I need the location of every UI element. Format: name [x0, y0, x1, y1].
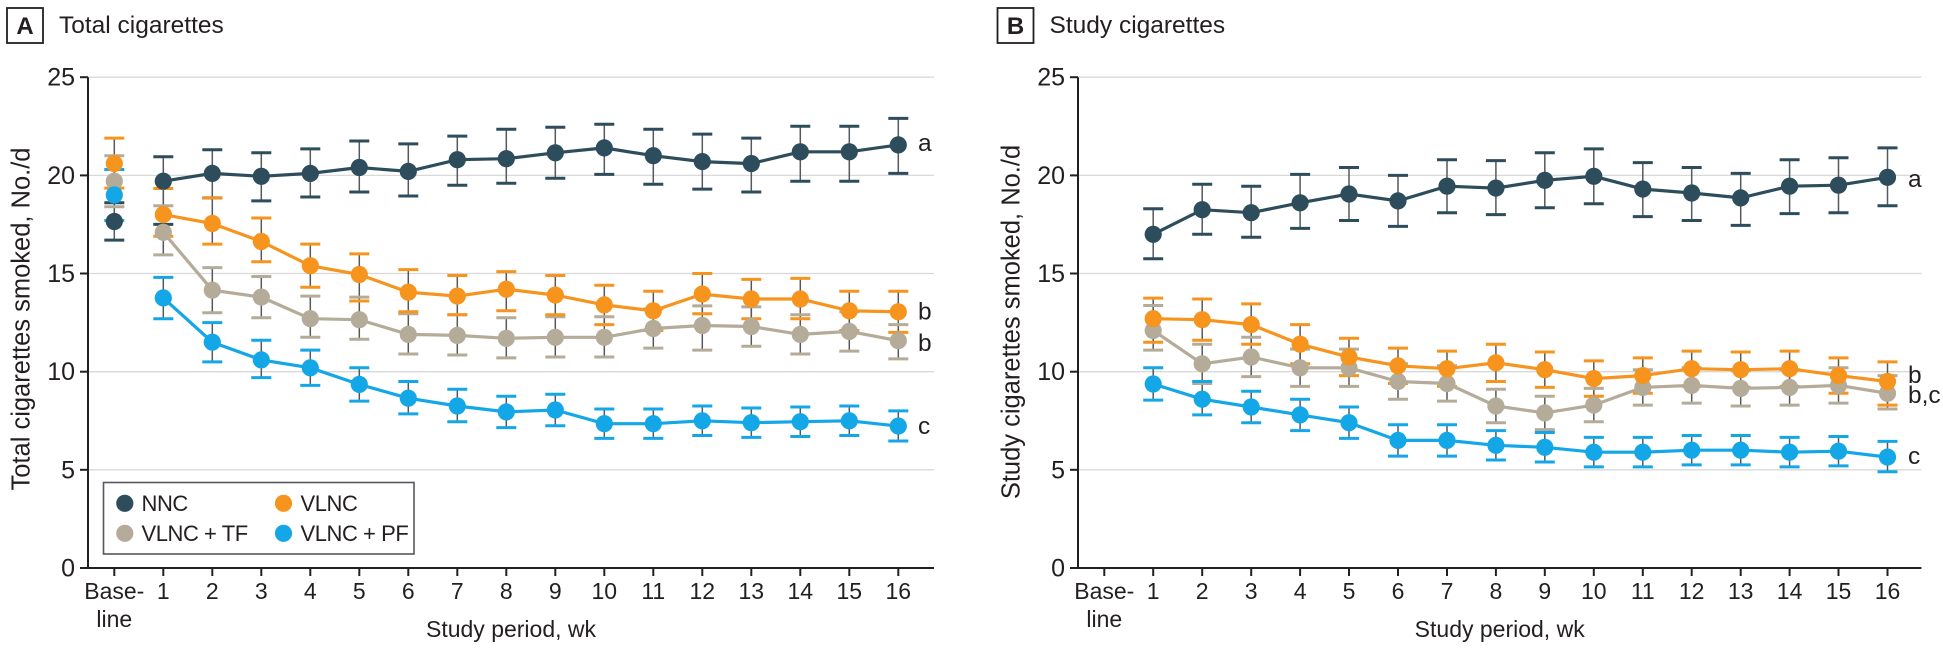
svg-text:line: line: [96, 606, 132, 632]
svg-text:11: 11: [1631, 578, 1655, 604]
svg-text:A: A: [16, 13, 33, 40]
svg-text:12: 12: [1679, 578, 1705, 604]
svg-text:b: b: [1908, 362, 1922, 389]
svg-text:NNC: NNC: [142, 491, 189, 516]
svg-text:Base-: Base-: [1074, 578, 1134, 604]
svg-text:16: 16: [886, 578, 912, 604]
svg-text:Study cigarettes smoked, No./d: Study cigarettes smoked, No./d: [998, 145, 1026, 499]
svg-text:6: 6: [1392, 578, 1405, 604]
svg-text:1: 1: [1147, 578, 1160, 604]
svg-text:25: 25: [47, 64, 75, 92]
svg-text:line: line: [1086, 606, 1122, 632]
svg-text:b: b: [918, 299, 932, 326]
svg-text:Study period, wk: Study period, wk: [1415, 616, 1586, 642]
svg-text:15: 15: [837, 578, 863, 604]
svg-text:b: b: [918, 330, 932, 357]
svg-text:14: 14: [1777, 578, 1803, 604]
svg-text:VLNC + PF: VLNC + PF: [301, 521, 409, 546]
svg-text:20: 20: [1037, 162, 1065, 190]
svg-text:a: a: [918, 130, 932, 157]
svg-text:0: 0: [61, 555, 75, 583]
svg-text:15: 15: [1826, 578, 1852, 604]
svg-text:6: 6: [402, 578, 415, 604]
svg-text:c: c: [1908, 443, 1920, 470]
svg-text:10: 10: [592, 578, 618, 604]
svg-text:3: 3: [1245, 578, 1258, 604]
svg-text:Total cigarettes smoked, No./d: Total cigarettes smoked, No./d: [8, 148, 36, 491]
svg-text:5: 5: [353, 578, 366, 604]
svg-text:2: 2: [1196, 578, 1209, 604]
svg-text:12: 12: [690, 578, 716, 604]
svg-text:16: 16: [1875, 578, 1901, 604]
svg-text:Study period, wk: Study period, wk: [426, 616, 597, 642]
svg-text:5: 5: [1343, 578, 1356, 604]
svg-text:4: 4: [1294, 578, 1307, 604]
svg-text:5: 5: [61, 456, 75, 484]
svg-text:7: 7: [451, 578, 464, 604]
svg-text:8: 8: [1490, 578, 1503, 604]
svg-text:25: 25: [1037, 64, 1065, 92]
svg-text:11: 11: [641, 578, 665, 604]
svg-text:b,c: b,c: [1908, 382, 1941, 409]
svg-text:7: 7: [1441, 578, 1454, 604]
svg-text:20: 20: [47, 162, 75, 190]
svg-text:c: c: [918, 413, 930, 440]
svg-text:10: 10: [1581, 578, 1607, 604]
svg-text:15: 15: [47, 260, 75, 288]
svg-text:a: a: [1908, 166, 1922, 193]
svg-text:VLNC: VLNC: [301, 491, 358, 516]
svg-text:Total cigarettes: Total cigarettes: [59, 12, 224, 39]
svg-text:10: 10: [1037, 358, 1065, 386]
svg-text:1: 1: [157, 578, 170, 604]
svg-text:B: B: [1007, 13, 1024, 40]
svg-text:13: 13: [739, 578, 765, 604]
svg-text:15: 15: [1037, 260, 1065, 288]
svg-text:4: 4: [304, 578, 317, 604]
svg-text:13: 13: [1728, 578, 1754, 604]
svg-text:Base-: Base-: [84, 578, 144, 604]
svg-text:9: 9: [549, 578, 562, 604]
svg-text:3: 3: [255, 578, 268, 604]
svg-text:8: 8: [500, 578, 513, 604]
svg-text:14: 14: [788, 578, 814, 604]
svg-text:5: 5: [1051, 456, 1065, 484]
svg-text:Study cigarettes: Study cigarettes: [1050, 12, 1226, 39]
svg-text:2: 2: [206, 578, 219, 604]
svg-text:VLNC + TF: VLNC + TF: [142, 521, 248, 546]
svg-text:9: 9: [1538, 578, 1551, 604]
svg-text:0: 0: [1051, 555, 1065, 583]
svg-text:10: 10: [47, 358, 75, 386]
